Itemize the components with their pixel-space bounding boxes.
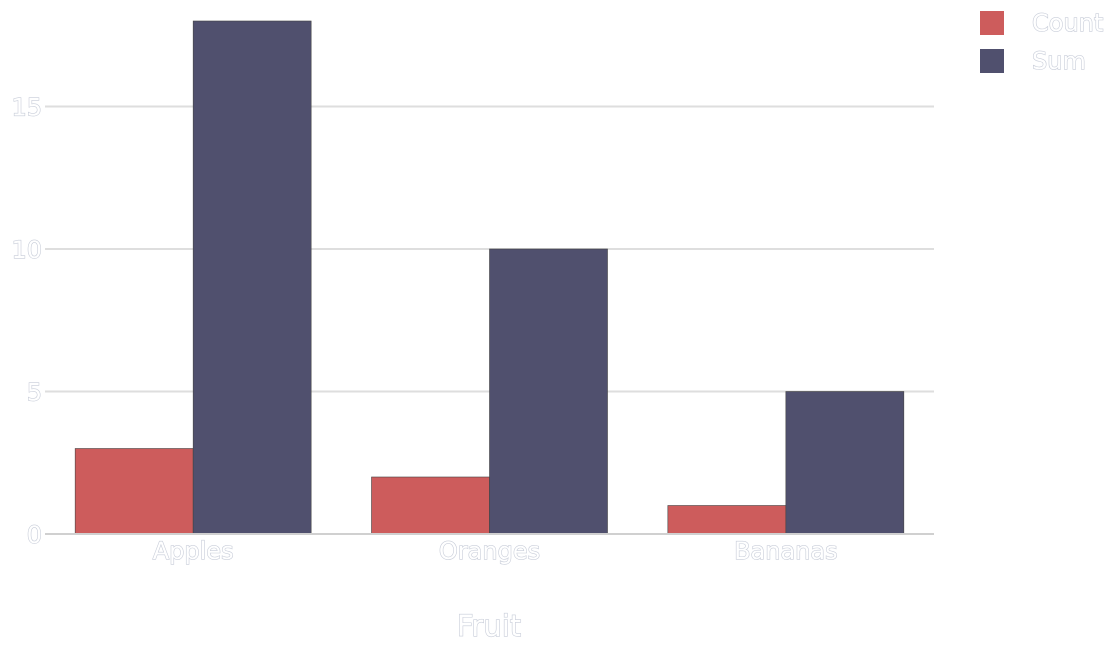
x-tick-label: Bananas (734, 537, 838, 565)
legend-swatch (980, 49, 1004, 73)
bar-sum-bananas (785, 391, 905, 535)
y-tick-label: 5 (27, 379, 42, 407)
bar-count-bananas (667, 505, 787, 535)
bar-sum-oranges (489, 248, 608, 535)
bar-sum-apples (192, 20, 312, 535)
y-axis-ticks: 0 5 10 15 (11, 93, 43, 550)
legend-label: Count (1032, 9, 1103, 37)
y-tick-label: 15 (11, 94, 42, 122)
legend-item-sum[interactable]: Sum (980, 46, 1086, 76)
y-tick-label: 0 (27, 521, 42, 549)
bars (74, 20, 905, 535)
bar-count-apples (74, 448, 194, 535)
x-axis-label: Fruit (457, 609, 521, 643)
x-tick-label: Oranges (439, 537, 540, 565)
y-tick-label: 10 (11, 236, 42, 264)
legend-item-count[interactable]: Count (980, 8, 1104, 38)
legend-label: Sum (1032, 47, 1086, 75)
x-axis-ticks: Apples Oranges Bananas (152, 536, 838, 565)
bar-count-oranges (371, 476, 490, 535)
legend-swatch (980, 11, 1004, 35)
legend[interactable]: Count Sum (980, 8, 1104, 76)
x-tick-label: Apples (153, 537, 234, 565)
